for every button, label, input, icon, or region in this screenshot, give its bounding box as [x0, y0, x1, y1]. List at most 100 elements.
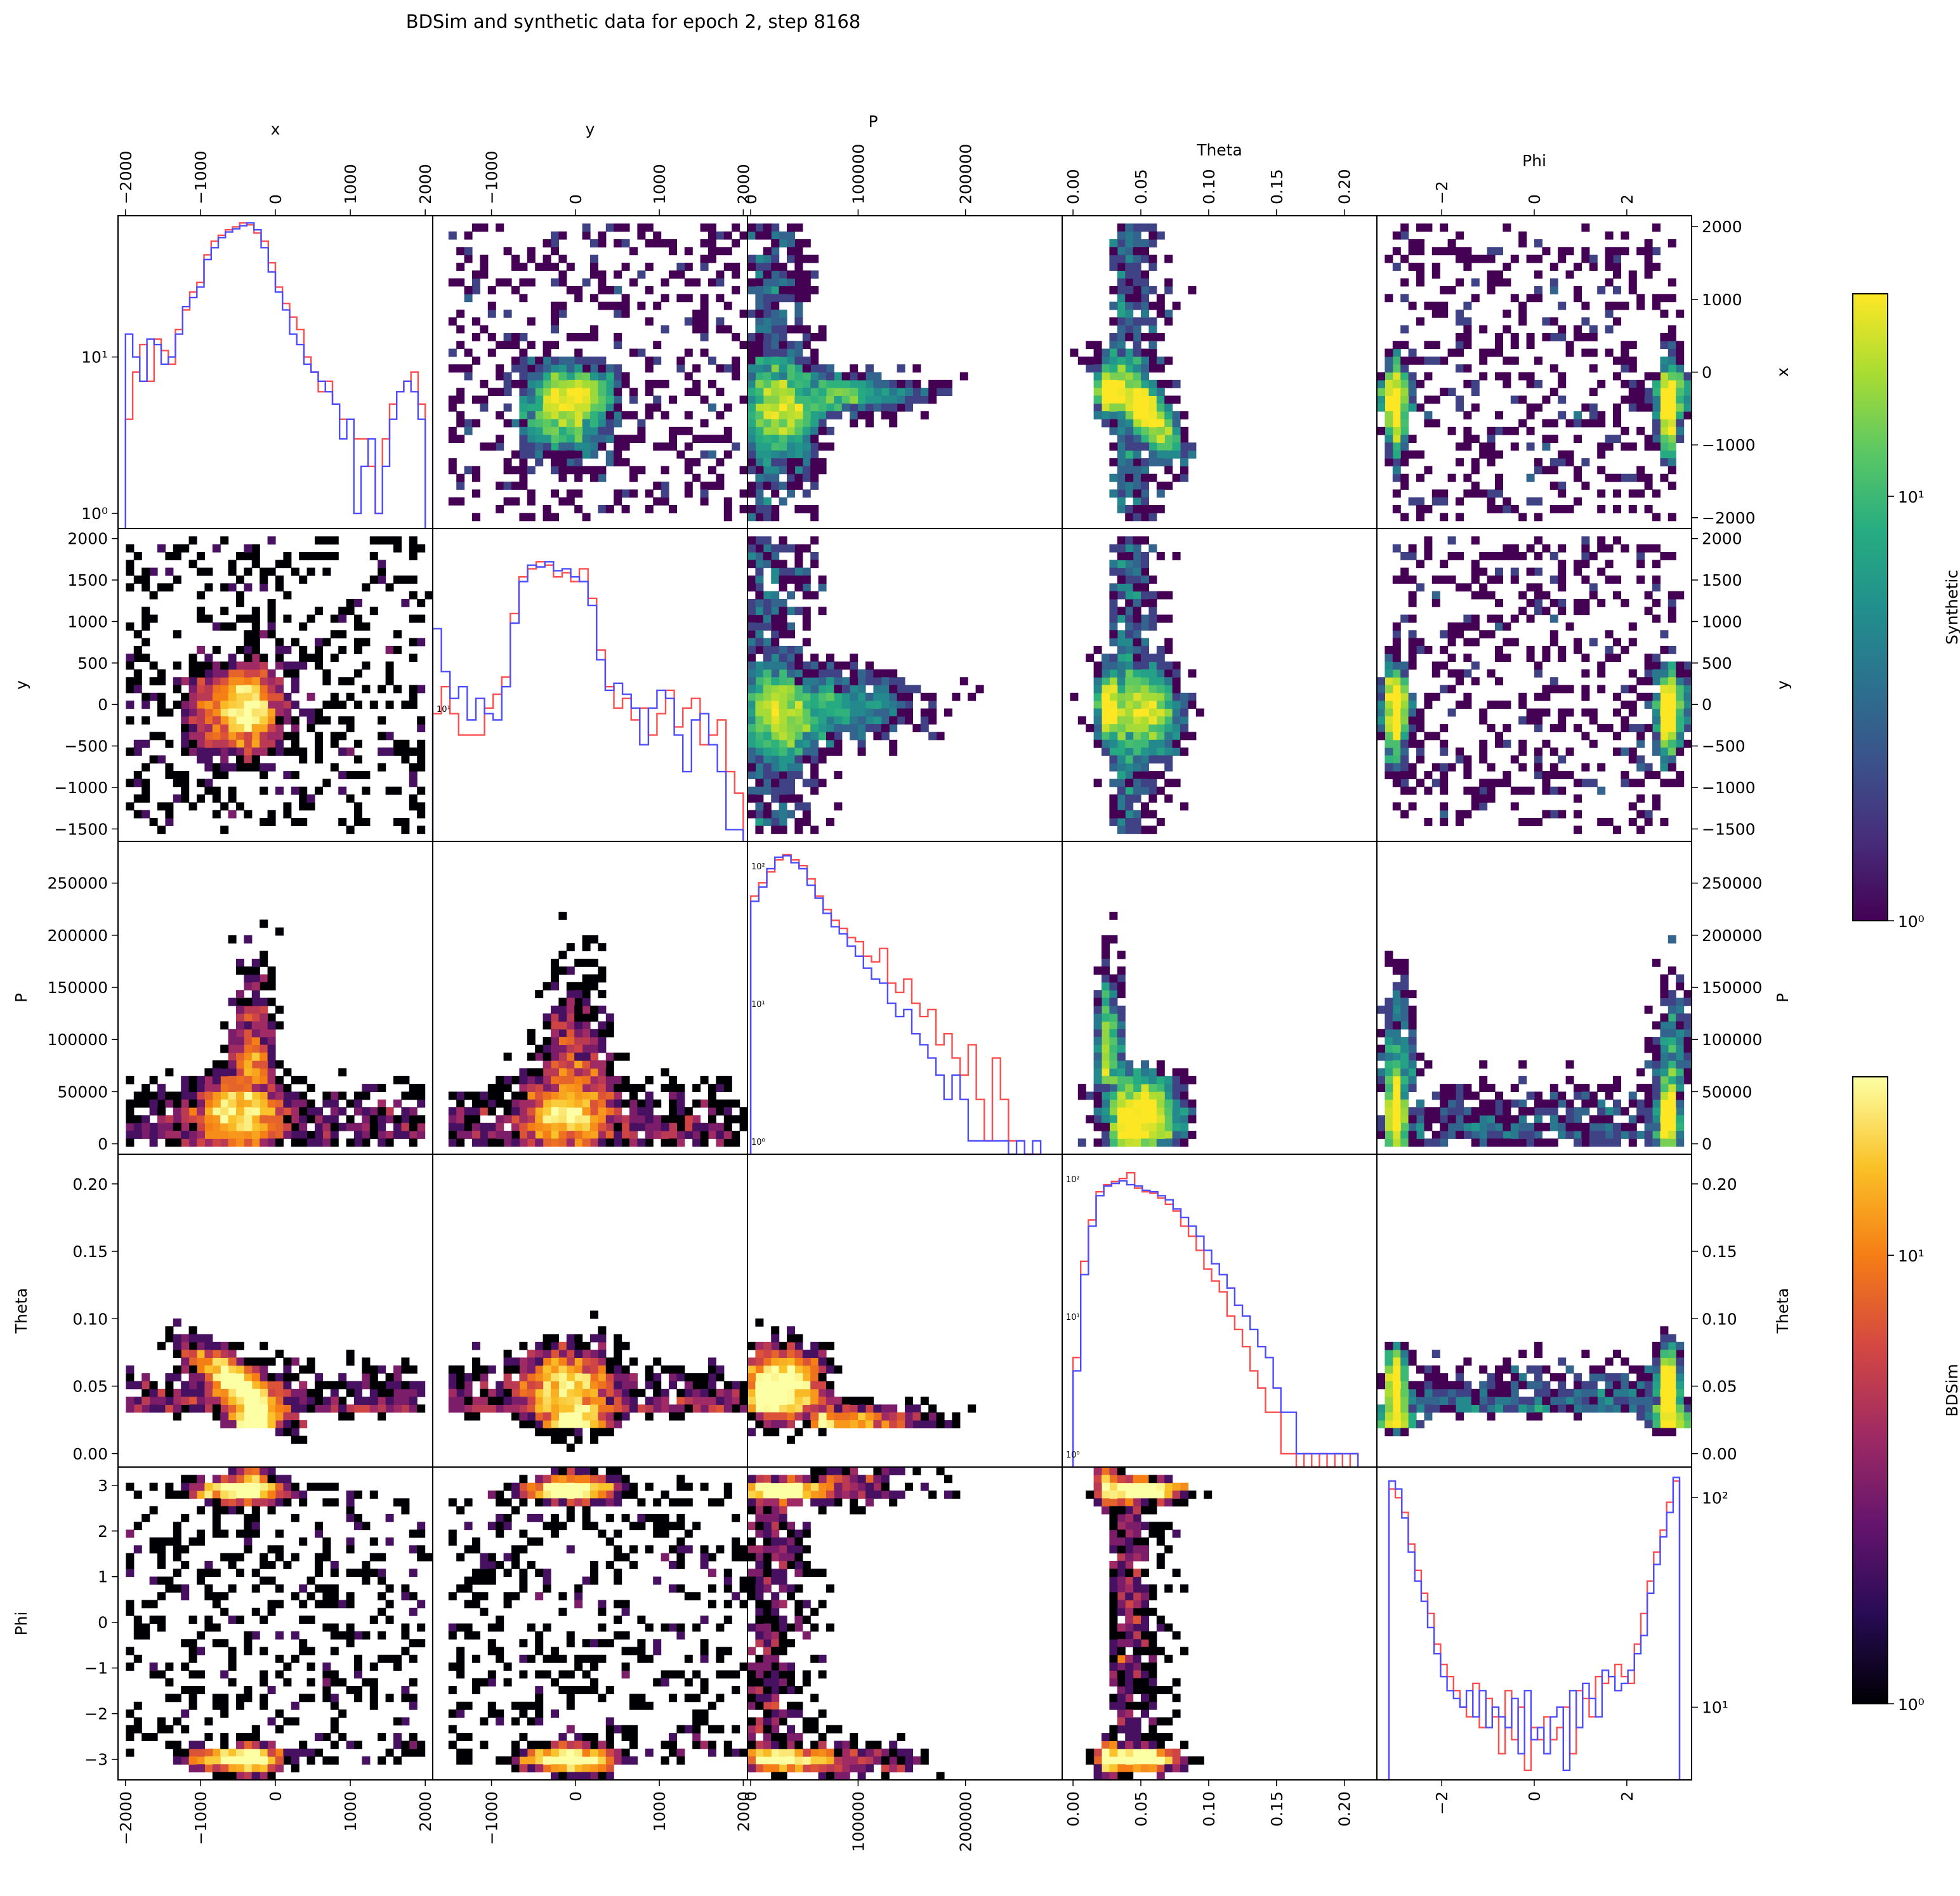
hist2d-bin — [527, 450, 536, 459]
hist2d-bin — [1392, 403, 1401, 412]
hist2d-bin — [1510, 614, 1519, 623]
hist2d-bin — [456, 435, 465, 443]
hist2d-bin — [794, 708, 803, 717]
hist2d-bin — [566, 982, 575, 991]
hist2d-bin — [1581, 458, 1590, 466]
hist2d-bin — [212, 1131, 221, 1139]
hist2d-bin — [1392, 622, 1401, 631]
hist2d-bin — [1141, 692, 1149, 701]
hist2d-bin — [1392, 669, 1401, 678]
hist2d-bin — [393, 1122, 402, 1131]
hist2d-bin — [1133, 239, 1141, 247]
hist2d-bin — [1117, 231, 1126, 240]
hist2d-bin — [251, 708, 260, 717]
hist2d-bin — [920, 395, 929, 404]
hist2d-bin — [779, 294, 787, 303]
hist2d-bin — [794, 826, 803, 834]
hist2d-bin — [1109, 732, 1118, 741]
hist2d-bin — [1613, 747, 1621, 756]
hist2d-bin — [1613, 356, 1621, 365]
hist2d-bin — [653, 301, 662, 310]
hist2d-bin — [1117, 779, 1126, 787]
hist2d-bin — [1440, 286, 1449, 294]
hist2d-bin — [653, 231, 662, 240]
hist2d-bin — [1479, 583, 1488, 592]
hist2d-bin — [1644, 654, 1653, 662]
hist2d-bin — [669, 1084, 677, 1092]
hist2d-bin — [1408, 645, 1417, 654]
hist2d-bin — [1487, 270, 1496, 279]
hist2d-bin — [747, 716, 756, 725]
hist2d-bin — [1125, 692, 1134, 701]
hist2d-bin — [1644, 270, 1653, 279]
hist2d-bin — [197, 1138, 205, 1147]
hist2d-bin — [582, 1029, 591, 1037]
hist2d-bin — [1549, 466, 1558, 475]
hist2d-bin — [598, 426, 607, 435]
hist2d-bin — [535, 435, 544, 443]
hist2d-bin — [1117, 435, 1126, 443]
hist2d-bin — [723, 1084, 732, 1092]
hist2d-bin — [1141, 685, 1149, 694]
hist2d-bin — [1408, 654, 1417, 662]
hist2d-bin — [802, 669, 811, 678]
hist2d-bin — [1093, 739, 1102, 748]
hist2d-bin — [763, 270, 772, 279]
hist2d-bin — [755, 263, 764, 271]
hist2d-bin — [1156, 450, 1165, 459]
hist2d-bin — [676, 1099, 685, 1108]
hist2d-bin — [1636, 544, 1645, 553]
hist2d-bin — [834, 692, 843, 701]
hist2d-bin — [133, 1115, 142, 1124]
hist2d-bin — [1597, 567, 1606, 576]
hist2d-bin — [480, 263, 489, 271]
hist2d-bin — [1392, 379, 1401, 388]
hist2d-bin — [369, 1084, 378, 1092]
hist2d-bin — [590, 332, 598, 341]
hist2d-bin — [220, 708, 229, 717]
hist2d-bin — [315, 732, 323, 741]
hist2d-bin — [653, 356, 662, 365]
hist2d-bin — [267, 1060, 276, 1069]
hist2d-bin — [1667, 239, 1676, 247]
hist2d-bin — [590, 450, 598, 459]
hist2d-bin — [582, 1131, 591, 1139]
hist2d-bin — [794, 294, 803, 303]
hist2d-bin — [1581, 1131, 1590, 1139]
hist2d-bin — [1667, 701, 1676, 709]
hist2d-bin — [818, 716, 827, 725]
hist2d-bin — [1180, 450, 1188, 459]
hist2d-bin — [605, 1013, 614, 1022]
hist2d-bin — [1667, 1060, 1676, 1069]
hist2d-bin — [1613, 692, 1621, 701]
hist2d-bin — [723, 435, 732, 443]
panel-x-vs-Theta — [1062, 215, 1378, 529]
hist2d-bin — [1148, 473, 1157, 482]
hist2d-bin — [275, 638, 284, 647]
hist2d-bin — [1683, 701, 1692, 709]
hist2d-bin — [519, 435, 528, 443]
hist2d-bin — [1597, 724, 1606, 732]
hist2d-bin — [551, 458, 559, 466]
hist2d-bin — [1581, 560, 1590, 569]
hist2d-bin — [1384, 1060, 1393, 1069]
hist2d-bin — [747, 442, 756, 451]
hist2d-bin — [771, 724, 780, 732]
hist2d-bin — [1456, 231, 1464, 240]
hist2d-bin — [566, 1099, 575, 1108]
hist2d-bin — [212, 669, 221, 678]
hist2d-bin — [1392, 489, 1401, 498]
hist2d-bin — [614, 1131, 622, 1139]
hist2d-bin — [551, 1122, 559, 1131]
hist2d-bin — [1384, 1013, 1393, 1022]
hist2d-bin — [1156, 747, 1165, 756]
hist2d-bin — [779, 411, 787, 419]
hist2d-bin — [574, 1115, 583, 1124]
hist2d-bin — [551, 301, 559, 310]
hist2d-bin — [590, 974, 598, 983]
hist2d-bin — [621, 239, 630, 247]
hist2d-bin — [181, 544, 190, 553]
hist2d-bin — [590, 294, 598, 303]
hist2d-bin — [1503, 739, 1511, 748]
hist2d-bin — [543, 348, 551, 357]
